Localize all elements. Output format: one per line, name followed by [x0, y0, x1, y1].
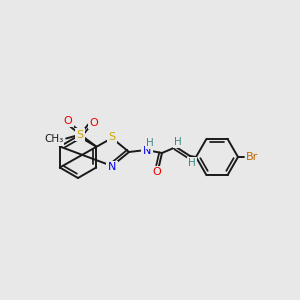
Text: N: N	[143, 146, 151, 156]
Text: O: O	[153, 167, 161, 177]
Text: H: H	[174, 137, 182, 147]
Text: Br: Br	[246, 152, 258, 162]
Text: N: N	[108, 162, 116, 172]
Text: S: S	[108, 132, 116, 142]
Text: CH₃: CH₃	[44, 134, 63, 145]
Text: O: O	[90, 118, 99, 128]
Text: O: O	[64, 116, 73, 125]
Text: S: S	[76, 130, 84, 140]
Text: H: H	[188, 158, 196, 168]
Text: H: H	[146, 138, 154, 148]
